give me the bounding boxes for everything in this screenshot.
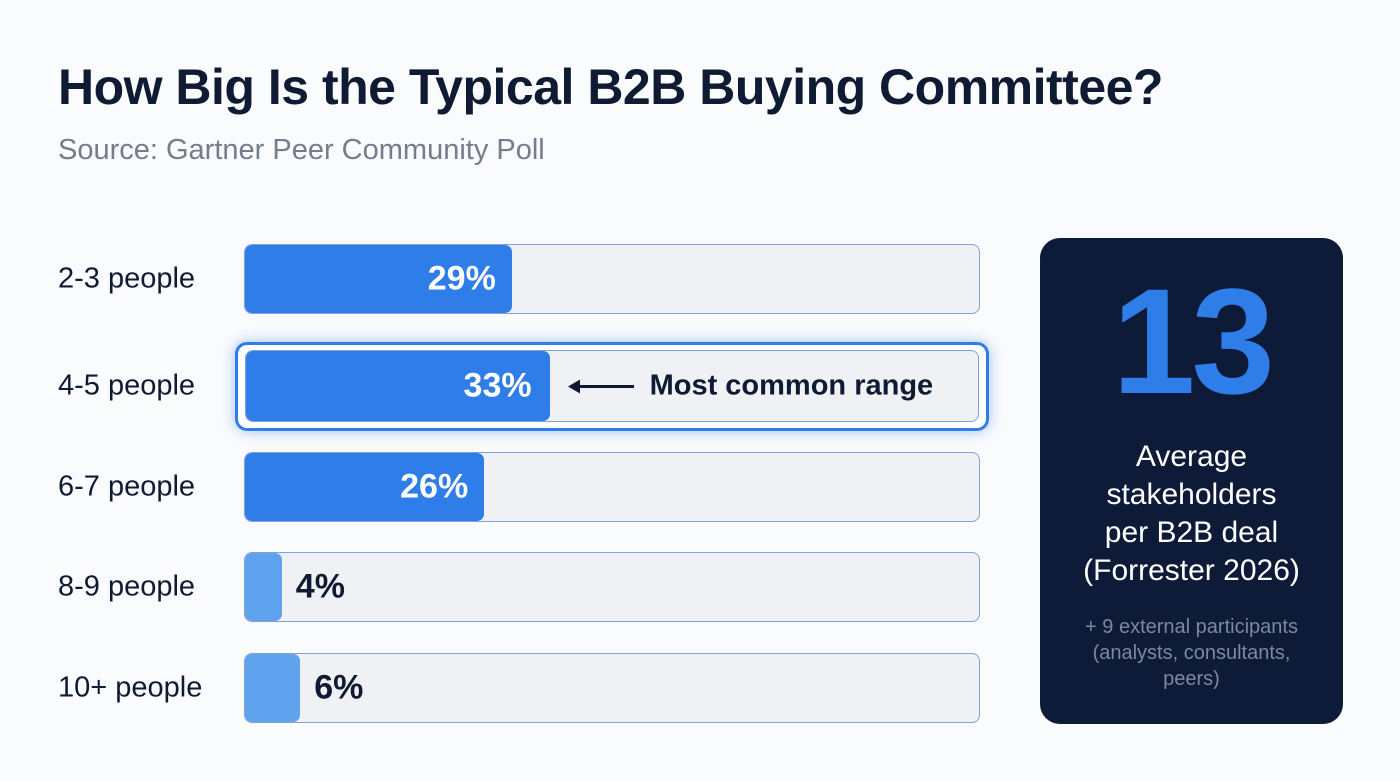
stat-description-line: (Forrester 2026) [1083, 554, 1300, 587]
stat-description-line: stakeholders [1106, 478, 1277, 511]
bar-track: 29% [244, 244, 980, 314]
annotation: Most common range [566, 369, 934, 403]
bar [245, 553, 282, 621]
chart-title: How Big Is the Typical B2B Buying Commit… [58, 59, 1163, 115]
arrow-left-icon [567, 379, 634, 393]
bar [245, 654, 301, 722]
bar-track: 26% [244, 452, 980, 522]
stat-note-line: + 9 external participants [1085, 616, 1298, 638]
category-label: 8-9 people [58, 570, 196, 603]
bar [245, 453, 485, 521]
stat-note-line: peers) [1163, 668, 1220, 690]
bar-track: 4% [244, 552, 980, 622]
chart-subtitle: Source: Gartner Peer Community Poll [58, 134, 545, 166]
value-label: 29% [427, 259, 496, 298]
stat-description: Average stakeholders per B2B deal (Forre… [1040, 438, 1343, 590]
value-label: 4% [295, 567, 345, 606]
category-label: 4-5 people [58, 369, 196, 402]
annotation-text: Most common range [649, 369, 934, 402]
bar [246, 351, 550, 421]
stat-card: 13 Average stakeholders per B2B deal (Fo… [1040, 238, 1343, 724]
stat-note-line: (analysts, consultants, [1092, 642, 1291, 664]
category-label: 6-7 people [58, 470, 196, 503]
stat-description-line: per B2B deal [1104, 516, 1279, 549]
value-label: 6% [314, 668, 364, 707]
bar-track: 33% Most common range [245, 350, 979, 422]
bar [245, 245, 512, 313]
category-label: 2-3 people [58, 262, 196, 295]
value-label: 33% [463, 366, 532, 405]
bar-track: 6% [244, 653, 980, 723]
category-label: 10+ people [58, 671, 203, 704]
stat-note: + 9 external participants (analysts, con… [1040, 614, 1343, 692]
value-label: 26% [400, 467, 469, 506]
stat-description-line: Average [1135, 440, 1248, 473]
stat-number: 13 [1112, 257, 1275, 425]
